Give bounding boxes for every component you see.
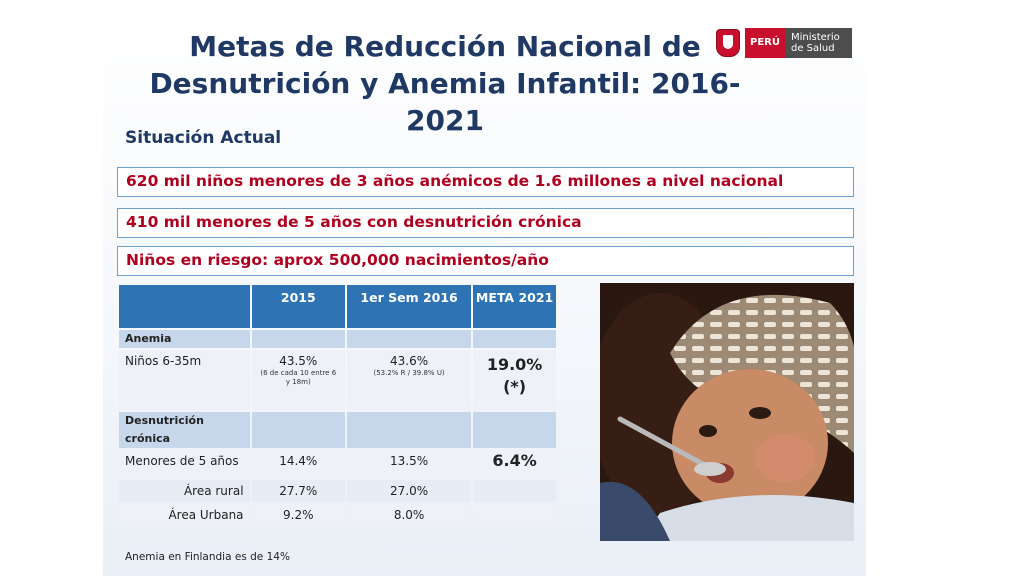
section-label: Desnutrición crónica: [119, 412, 250, 448]
cell-2016: 13.5%: [347, 450, 472, 478]
cell-2016: 43.6% (53.2% R / 39.8% U): [347, 350, 472, 410]
page-title: Metas de Reducción Nacional de Desnutric…: [115, 28, 775, 139]
row-label: Área rural: [119, 480, 250, 502]
table-header-meta: META 2021: [473, 285, 556, 328]
logo-country: PERÚ: [745, 28, 785, 58]
table-header-empty: [119, 285, 250, 328]
row-label: Menores de 5 años: [119, 450, 250, 478]
cell-meta: [473, 480, 556, 502]
cell-2015: 14.4%: [251, 450, 346, 478]
table-header-2016: 1er Sem 2016: [347, 285, 472, 328]
stat-box-riesgo: Niños en riesgo: aprox 500,000 nacimient…: [117, 246, 854, 276]
data-table: 2015 1er Sem 2016 META 2021 Anemia Niños…: [117, 283, 558, 528]
cell-2015: 43.5% (6 de cada 10 entre 6 y 18m): [251, 350, 346, 410]
cell-note: (6 de cada 10 entre 6 y 18m): [260, 369, 337, 386]
table-section-anemia: Anemia: [119, 330, 556, 348]
child-photo: [600, 283, 854, 541]
table-row: Menores de 5 años 14.4% 13.5% 6.4%: [119, 450, 556, 478]
table-row: Niños 6-35m 43.5% (6 de cada 10 entre 6 …: [119, 350, 556, 410]
row-label: Niños 6-35m: [119, 350, 250, 410]
footnote: Anemia en Finlandia es de 14%: [125, 551, 290, 563]
cell-2015: 9.2%: [251, 504, 346, 526]
table-section-desnutricion: Desnutrición crónica: [119, 412, 556, 448]
cell-2016: 27.0%: [347, 480, 472, 502]
ministry-logo: PERÚ Ministerio de Salud: [716, 28, 852, 58]
section-subtitle: Situación Actual: [125, 128, 282, 148]
title-line-1: Metas de Reducción Nacional de: [189, 30, 701, 63]
cell-meta: 6.4%: [473, 450, 556, 478]
cell-meta: 19.0% (*): [473, 350, 556, 410]
stat-box-anemia: 620 mil niños menores de 3 años anémicos…: [117, 167, 854, 197]
coat-of-arms-icon: [716, 29, 740, 57]
logo-ministry: Ministerio de Salud: [784, 28, 852, 58]
child-illustration: [600, 283, 854, 541]
row-label: Área Urbana: [119, 504, 250, 526]
cell-2015: 27.7%: [251, 480, 346, 502]
cell-note: (53.2% R / 39.8% U): [373, 369, 445, 377]
title-line-2: Desnutrición y Anemia Infantil: 2016-202…: [149, 67, 741, 137]
cell-meta: [473, 504, 556, 526]
stat-box-desnutricion: 410 mil menores de 5 años con desnutrici…: [117, 208, 854, 238]
table-row: Área rural 27.7% 27.0%: [119, 480, 556, 502]
cell-2016: 8.0%: [347, 504, 472, 526]
table-row: Área Urbana 9.2% 8.0%: [119, 504, 556, 526]
table-header-row: 2015 1er Sem 2016 META 2021: [119, 285, 556, 328]
table-header-2015: 2015: [251, 285, 346, 328]
section-label: Anemia: [119, 330, 250, 348]
